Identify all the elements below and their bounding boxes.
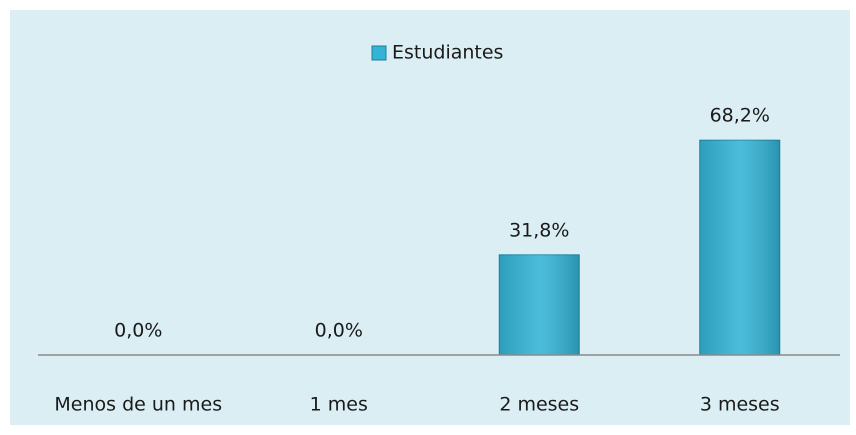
value-label: 0,0% bbox=[315, 320, 363, 342]
x-tick-label: 2 meses bbox=[499, 394, 579, 416]
bar-shade bbox=[699, 140, 780, 355]
value-label: 68,2% bbox=[710, 105, 770, 127]
legend-swatch bbox=[371, 45, 387, 61]
value-label: 31,8% bbox=[509, 219, 569, 241]
x-tick-label: Menos de un mes bbox=[54, 394, 222, 416]
legend-label: Estudiantes bbox=[392, 42, 503, 64]
x-tick-label: 1 mes bbox=[310, 394, 368, 416]
x-tick-label: 3 meses bbox=[700, 394, 780, 416]
value-label: 0,0% bbox=[114, 320, 162, 342]
bar-shade bbox=[499, 254, 580, 355]
